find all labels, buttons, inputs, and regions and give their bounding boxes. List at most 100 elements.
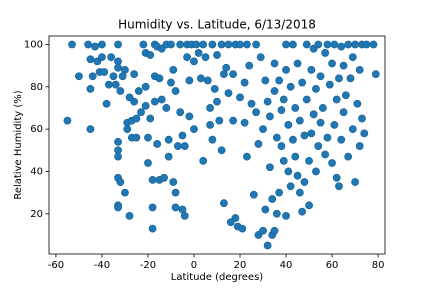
point <box>305 201 313 210</box>
point <box>282 212 290 220</box>
x-tick-label: 60 <box>326 260 339 271</box>
point <box>162 104 171 112</box>
point <box>307 65 316 74</box>
point <box>63 116 72 125</box>
point <box>240 78 249 87</box>
point <box>289 40 297 49</box>
point <box>109 72 118 81</box>
point <box>100 68 109 76</box>
point <box>339 61 348 70</box>
point <box>263 97 272 106</box>
point <box>141 101 150 110</box>
point <box>192 40 201 49</box>
x-tick-label: 0 <box>191 260 197 271</box>
point <box>247 99 256 108</box>
point <box>284 120 293 129</box>
point <box>240 118 249 127</box>
point <box>137 108 145 117</box>
point <box>314 142 323 150</box>
point <box>104 80 113 89</box>
point <box>330 40 339 49</box>
x-tick-label: -60 <box>48 260 64 271</box>
point <box>355 142 364 150</box>
point <box>146 51 155 59</box>
point <box>353 99 362 108</box>
point <box>167 78 175 87</box>
point <box>360 129 369 138</box>
point <box>169 178 178 186</box>
point <box>339 108 348 117</box>
point <box>316 72 325 81</box>
x-axis-label: Latitude (degrees) <box>171 272 263 283</box>
point <box>263 241 272 250</box>
point <box>123 125 132 134</box>
point <box>125 212 134 220</box>
point <box>157 95 166 104</box>
point <box>176 108 185 117</box>
point <box>114 137 122 146</box>
x-tick-label: -20 <box>140 260 156 271</box>
point <box>185 76 194 85</box>
point <box>355 65 364 74</box>
point <box>272 133 281 142</box>
point <box>362 40 371 49</box>
point <box>321 150 330 159</box>
point <box>307 129 316 138</box>
point <box>121 188 129 197</box>
point <box>199 40 208 49</box>
point <box>295 188 304 197</box>
y-axis-label: Relative Humidity (%) <box>13 90 24 199</box>
point <box>256 53 265 62</box>
point <box>86 125 95 134</box>
point <box>279 156 288 165</box>
point <box>222 63 231 72</box>
point <box>148 224 157 233</box>
point <box>144 133 152 142</box>
point <box>201 53 210 62</box>
point <box>132 133 141 142</box>
point <box>141 82 150 91</box>
point <box>298 78 307 87</box>
point <box>224 89 233 98</box>
point <box>180 142 189 150</box>
point <box>190 57 198 66</box>
point <box>208 135 217 144</box>
point <box>286 82 295 91</box>
point <box>351 40 359 49</box>
y-tick-label: 20 <box>30 209 43 220</box>
point <box>107 53 116 62</box>
point <box>217 146 226 155</box>
point <box>148 203 157 212</box>
point <box>116 178 125 186</box>
point <box>210 85 219 93</box>
point <box>291 152 300 161</box>
point <box>286 182 295 191</box>
point <box>102 99 111 108</box>
point <box>277 106 286 114</box>
point <box>213 51 221 59</box>
point <box>164 152 173 161</box>
x-tick-label: -40 <box>94 260 110 271</box>
point <box>231 214 240 222</box>
point <box>337 135 346 144</box>
point <box>312 85 320 93</box>
point <box>344 152 353 161</box>
x-tick-label: 80 <box>372 260 385 271</box>
point <box>169 65 178 74</box>
point <box>132 114 141 123</box>
point <box>245 61 254 70</box>
point <box>295 116 304 125</box>
point <box>341 91 350 100</box>
point <box>171 87 180 95</box>
point <box>259 125 267 134</box>
point <box>88 72 97 81</box>
y-tick-label: 100 <box>24 39 43 50</box>
point <box>300 131 309 140</box>
point <box>371 70 380 78</box>
point <box>213 97 221 106</box>
point <box>153 140 162 148</box>
point <box>316 118 325 127</box>
point <box>323 40 332 49</box>
point <box>346 74 355 83</box>
point <box>348 125 357 134</box>
